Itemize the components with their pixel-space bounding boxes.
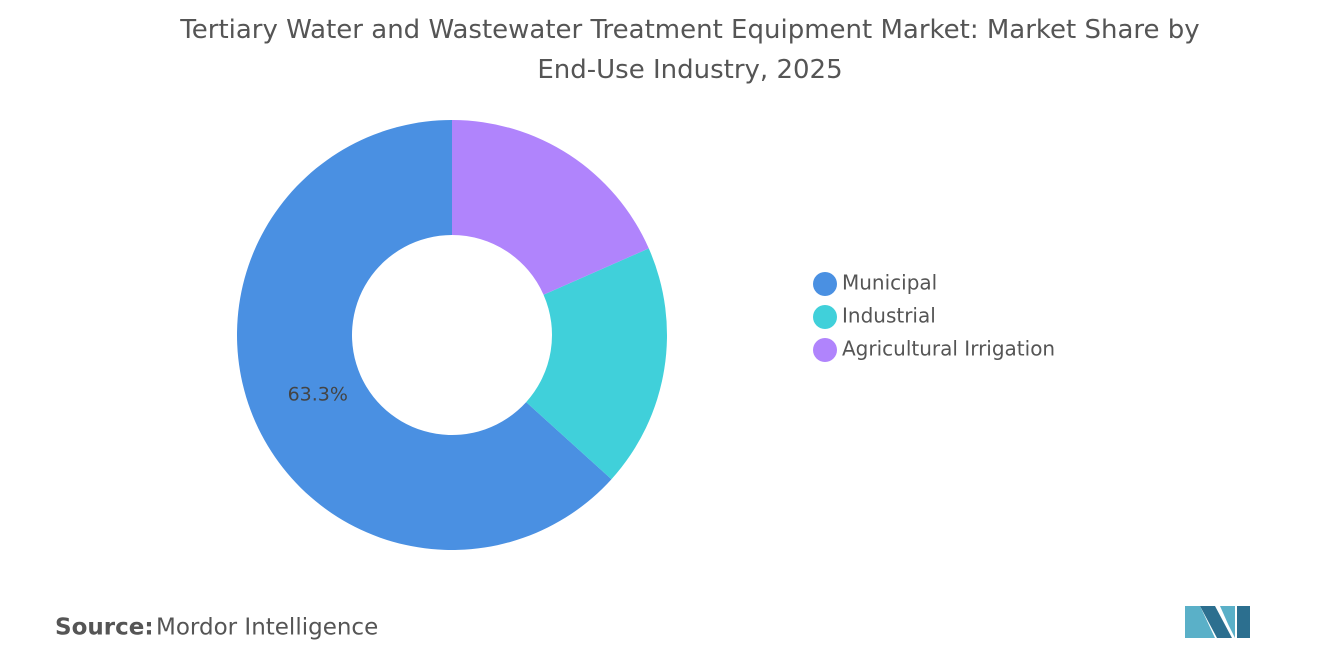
- legend-marker: [813, 272, 837, 296]
- source: Mordor Intelligence: [156, 615, 378, 641]
- data-label: 63.3%: [288, 383, 348, 405]
- legend-label: Agricultural Irrigation: [842, 337, 1055, 361]
- legend-label: Municipal: [842, 271, 937, 295]
- donut-slice: [236, 120, 612, 550]
- legend-marker: [813, 305, 837, 329]
- logo: [1185, 606, 1250, 638]
- legend-label: Industrial: [842, 304, 936, 328]
- chart-title: Tertiary Water and Wastewater Treatment …: [179, 15, 1199, 85]
- donut-slice: [452, 120, 649, 295]
- legend-marker: [813, 338, 837, 362]
- source-label: Source:: [55, 615, 154, 641]
- donut-slice: [526, 248, 667, 480]
